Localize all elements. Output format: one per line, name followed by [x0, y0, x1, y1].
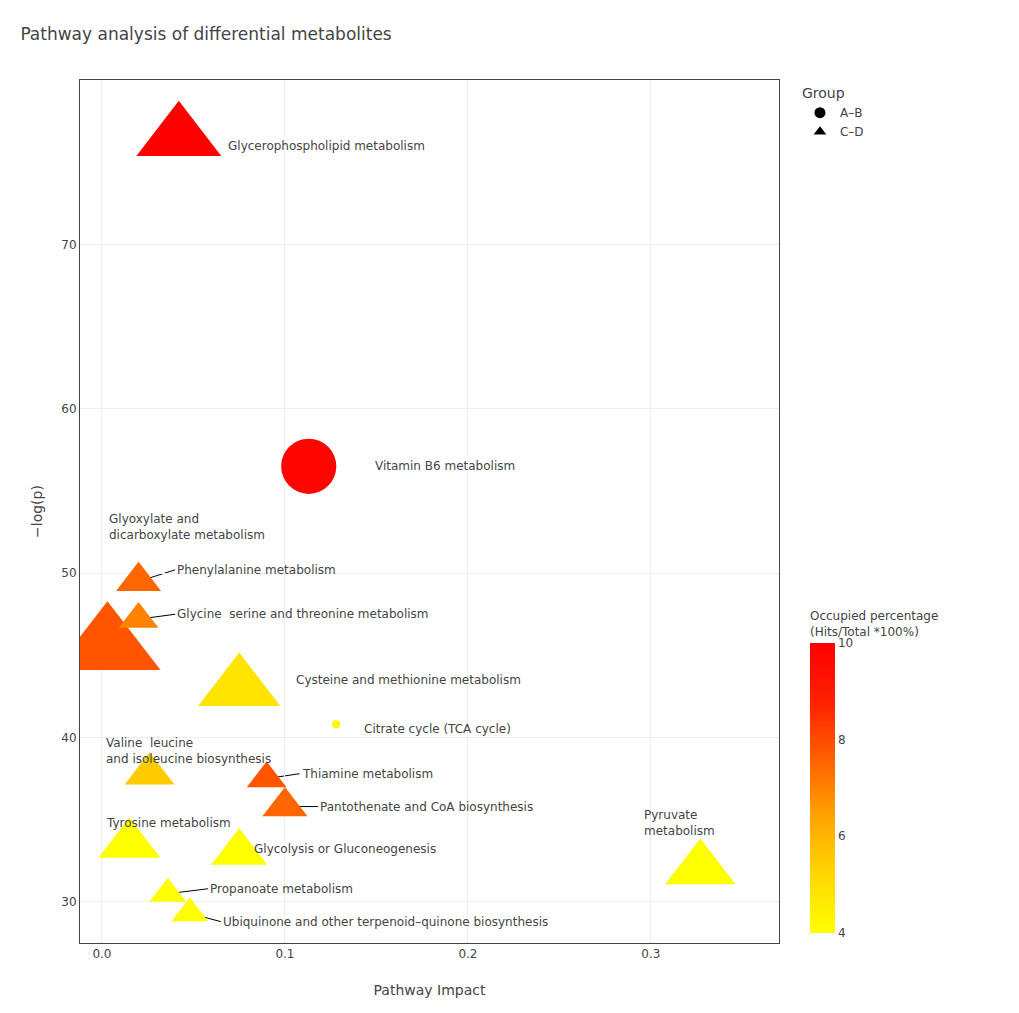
svg-text:70: 70 [61, 238, 76, 252]
svg-text:Glycolysis or Gluconeogenesis: Glycolysis or Gluconeogenesis [254, 842, 436, 856]
svg-text:Pyruvatemetabolism: Pyruvatemetabolism [644, 808, 715, 838]
svg-text:10: 10 [838, 636, 853, 650]
svg-text:Glyoxylate anddicarboxylate me: Glyoxylate anddicarboxylate metabolism [109, 512, 265, 542]
svg-text:Glycine serine and threonine: Glycine serine and threonine metabolism [177, 607, 429, 621]
svg-text:0.0: 0.0 [92, 947, 111, 961]
svg-text:Pathway analysis of differenti: Pathway analysis of differential metabol… [20, 24, 391, 44]
svg-text:Pathway Impact: Pathway Impact [374, 982, 486, 998]
svg-text:0.1: 0.1 [275, 947, 294, 961]
svg-text:A–B: A–B [840, 106, 862, 120]
svg-text:C–D: C–D [840, 125, 864, 139]
svg-text:Citrate cycle (TCA cycle): Citrate cycle (TCA cycle) [364, 722, 511, 736]
svg-text:−log(p): −log(p) [29, 485, 45, 538]
svg-text:6: 6 [838, 829, 846, 843]
svg-text:30: 30 [61, 895, 76, 909]
svg-text:Cysteine and methionine metabo: Cysteine and methionine metabolism [296, 673, 521, 687]
svg-text:Thiamine metabolism: Thiamine metabolism [302, 767, 433, 781]
svg-text:4: 4 [838, 926, 846, 940]
svg-text:0.2: 0.2 [458, 947, 477, 961]
svg-text:Occupied percentage(Hits/Total: Occupied percentage(Hits/Total *100%) [810, 609, 938, 639]
svg-text:60: 60 [61, 402, 76, 416]
svg-text:0.3: 0.3 [641, 947, 660, 961]
svg-text:Group: Group [802, 85, 845, 101]
svg-text:Propanoate metabolism: Propanoate metabolism [210, 882, 353, 896]
svg-text:50: 50 [61, 566, 76, 580]
svg-text:40: 40 [61, 731, 76, 745]
svg-text:Tyrosine metabolism: Tyrosine metabolism [106, 816, 231, 830]
svg-text:Vitamin B6 metabolism: Vitamin B6 metabolism [375, 459, 515, 473]
svg-text:Glycerophospholipid metabolism: Glycerophospholipid metabolism [228, 139, 425, 153]
svg-text:Pantothenate and CoA biosynthe: Pantothenate and CoA biosynthesis [320, 800, 533, 814]
svg-text:Ubiquinone and other terpenoid: Ubiquinone and other terpenoid–quinone b… [223, 915, 548, 929]
svg-text:Valine leucineand isoleucine: Valine leucineand isoleucine biosynthesi… [106, 736, 271, 766]
svg-text:8: 8 [838, 733, 846, 747]
svg-text:Phenylalanine metabolism: Phenylalanine metabolism [177, 563, 336, 577]
